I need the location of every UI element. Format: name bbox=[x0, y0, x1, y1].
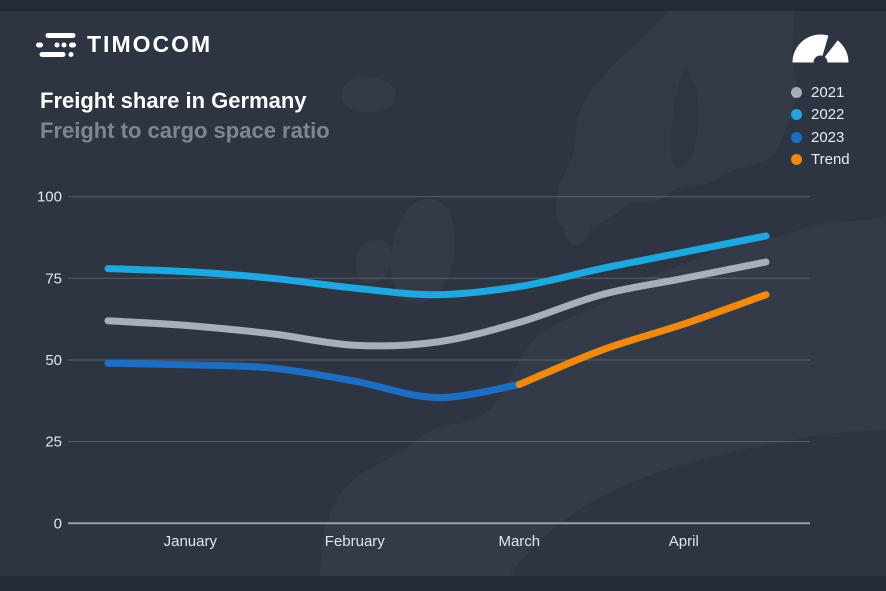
page-subtitle: Freight to cargo space ratio bbox=[40, 118, 330, 143]
legend-label-trend: Trend bbox=[811, 151, 850, 169]
title-block: Freight share in Germany Freight to carg… bbox=[40, 90, 330, 142]
y-tick-label-75: 75 bbox=[45, 270, 62, 287]
y-tick-label-0: 0 bbox=[54, 515, 62, 532]
legend-dot-2023 bbox=[791, 131, 802, 143]
x-axis-labels: January February March April bbox=[164, 533, 699, 550]
bottom-edge-band bbox=[0, 576, 886, 591]
timocom-road-lines-icon bbox=[36, 32, 76, 57]
x-tick-label-april: April bbox=[669, 533, 699, 550]
y-tick-label-100: 100 bbox=[37, 189, 62, 206]
x-tick-label-march: March bbox=[498, 533, 540, 550]
series-line-2022 bbox=[104, 232, 770, 299]
timocom-logo: TIMOCOM bbox=[36, 31, 212, 58]
series-line-trend bbox=[515, 291, 770, 388]
barometer-gauge-icon bbox=[792, 34, 849, 63]
legend-item-2023: 2023 bbox=[791, 126, 850, 149]
y-axis-labels: 0 25 50 75 100 bbox=[37, 189, 62, 533]
x-tick-label-january: January bbox=[164, 533, 218, 550]
page-title: Freight share in Germany bbox=[40, 88, 307, 113]
y-tick-label-50: 50 bbox=[45, 352, 62, 369]
legend-dot-2021 bbox=[791, 86, 802, 98]
legend-dot-2022 bbox=[791, 109, 802, 121]
legend-label-2021: 2021 bbox=[811, 83, 845, 101]
chart-series bbox=[104, 232, 770, 402]
legend-dot-trend bbox=[791, 154, 802, 166]
top-edge-band bbox=[0, 0, 886, 11]
series-line-2021 bbox=[104, 258, 770, 350]
legend-item-2021: 2021 bbox=[791, 81, 850, 104]
legend-label-2023: 2023 bbox=[811, 128, 845, 146]
x-tick-label-february: February bbox=[325, 533, 386, 550]
logo-wordmark: TIMOCOM bbox=[87, 31, 213, 57]
series-line-2023 bbox=[104, 359, 523, 402]
chart-legend: 2021 2022 2023 Trend bbox=[791, 81, 850, 171]
y-tick-label-25: 25 bbox=[45, 434, 62, 451]
legend-item-2022: 2022 bbox=[791, 104, 850, 127]
legend-label-2022: 2022 bbox=[811, 106, 845, 124]
legend-item-trend: Trend bbox=[791, 149, 850, 172]
